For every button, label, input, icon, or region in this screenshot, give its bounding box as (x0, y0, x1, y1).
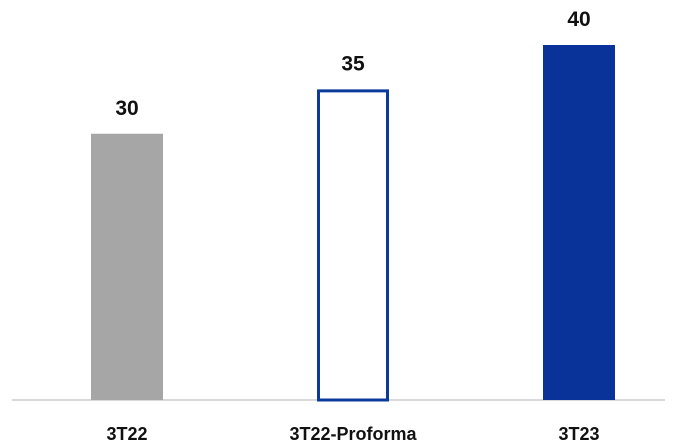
bar-3t22 (91, 133, 163, 400)
bar-3t23 (543, 45, 615, 400)
category-label-3t22-proforma: 3T22-Proforma (289, 424, 417, 444)
bars-layer: 30 3T22 35 3T22-Proforma 40 3T23 (91, 8, 615, 444)
data-label-3t23: 40 (567, 8, 590, 31)
data-label-3t22-proforma: 35 (341, 52, 365, 75)
category-label-3t23: 3T23 (558, 424, 599, 444)
bar-3t22-proforma (317, 89, 389, 402)
category-label-3t22: 3T22 (106, 424, 147, 444)
data-label-3t22: 30 (115, 97, 138, 120)
